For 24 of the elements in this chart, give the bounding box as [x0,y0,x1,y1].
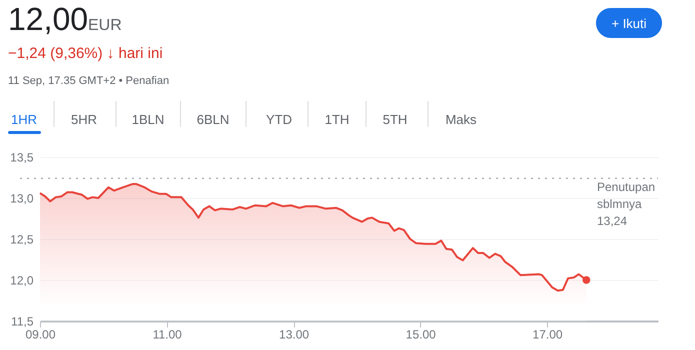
text: 1HR [10,112,38,127]
chart-title: 12,00 [8,1,88,37]
text: 5HR [70,112,98,127]
text: −1,24 (9,36%) ↓ hari ini [8,45,163,62]
y-tick-label: 13,0 [10,192,34,206]
ref-line-label: Penutupan sblmnya 13,24 [597,180,656,228]
text: 6BLN [196,112,230,127]
x-tick-label: 11.00 [152,328,182,342]
y-tick-label: 12,0 [10,274,34,288]
y-tick-label: 11,5 [11,314,34,328]
text: 1BLN [132,112,164,127]
x-tick-label: 17.00 [532,328,563,342]
text: 5TH [382,112,408,127]
text: + Ikuti [611,16,647,31]
x-tick-label: 15.00 [406,328,436,342]
x-tick-label: 13.00 [279,328,310,342]
text: EUR [88,17,122,34]
y-tick-label: 12,5 [10,232,34,246]
text: 1TH [324,112,350,127]
text: Maks [445,112,478,127]
text: 11 Sep, 17.35 GMT+2 • Penafian [8,75,170,87]
text: YTD [266,112,292,127]
y-tick-label: 13,5 [10,150,34,164]
x-tick-label: 09.00 [25,328,56,342]
